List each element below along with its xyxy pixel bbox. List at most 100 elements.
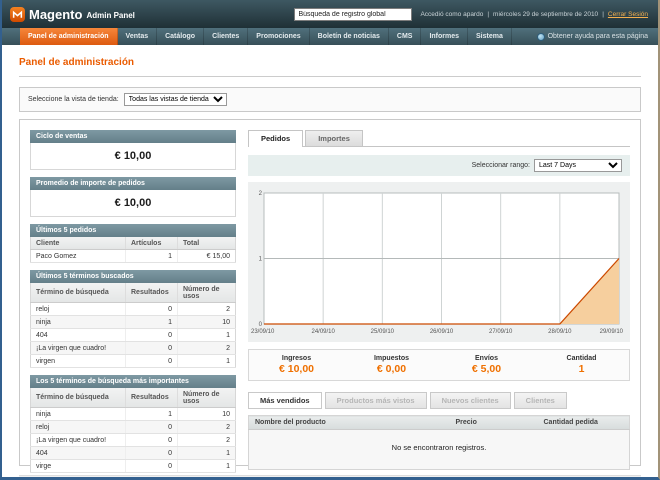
table-cell: 0 bbox=[125, 302, 178, 316]
page-title: Panel de administración bbox=[19, 57, 135, 68]
svg-text:29/09/10: 29/09/10 bbox=[600, 329, 624, 335]
svg-text:28/09/10: 28/09/10 bbox=[548, 329, 572, 335]
range-select[interactable]: Last 7 Days bbox=[534, 159, 622, 172]
table-cell: 404 bbox=[30, 328, 126, 342]
total-revenue: Ingresos € 10,00 bbox=[278, 355, 315, 375]
column-header: Cantidad pedida bbox=[537, 415, 630, 430]
table-row[interactable]: virge 0 1 bbox=[30, 459, 236, 473]
current-date: miércoles 29 de septiembre de 2010 bbox=[493, 10, 599, 18]
nav-item-dashboard[interactable]: Panel de administración bbox=[20, 28, 118, 45]
table-cell: ninja bbox=[30, 315, 126, 329]
last-search-terms-widget: Últimos 5 términos buscados Término de b… bbox=[30, 270, 236, 368]
column-header: Resultados bbox=[125, 283, 178, 303]
average-orders-value: € 10,00 bbox=[30, 190, 236, 217]
magento-logo: Magento Admin Panel bbox=[10, 6, 135, 22]
total-quantity: Cantidad 1 bbox=[566, 355, 597, 375]
column-header: Número de usos bbox=[177, 283, 236, 303]
table-row[interactable]: reloj 0 2 bbox=[30, 420, 236, 434]
table-cell: 0 bbox=[125, 459, 178, 473]
store-view-select[interactable]: Todas las vistas de tienda bbox=[123, 93, 227, 106]
table-cell: 1 bbox=[177, 328, 236, 342]
table-cell: reloj bbox=[30, 302, 126, 316]
tab-most-viewed[interactable]: Productos más vistos bbox=[324, 392, 427, 409]
table-cell: 2 bbox=[177, 433, 236, 447]
table-row[interactable]: ¡La virgen que cuadro! 0 2 bbox=[30, 433, 236, 447]
table-cell: ninja bbox=[30, 407, 126, 421]
nav-item-sales[interactable]: Ventas bbox=[118, 28, 158, 45]
svg-text:2: 2 bbox=[259, 191, 263, 197]
logout-link[interactable]: Cerrar Sesión bbox=[607, 10, 648, 18]
column-header: Término de búsqueda bbox=[30, 283, 126, 303]
tab-bestsellers[interactable]: Más vendidos bbox=[248, 392, 322, 409]
table-row[interactable]: Paco Gomez 1 € 15,00 bbox=[30, 249, 236, 263]
nav-item-promotions[interactable]: Promociones bbox=[248, 28, 310, 45]
table-row[interactable]: ¡La virgen que cuadro! 0 2 bbox=[30, 341, 236, 355]
svg-text:1: 1 bbox=[259, 257, 263, 263]
brand-name: Magento bbox=[29, 6, 83, 22]
dashboard-panel: Ciclo de ventas € 10,00 Promedio de impo… bbox=[19, 119, 641, 473]
totals-bar: Ingresos € 10,00 Impuestos € 0,00 Envíos… bbox=[248, 349, 630, 381]
separator: | bbox=[487, 10, 490, 18]
table-cell: 404 bbox=[30, 446, 126, 460]
lifetime-sales-value: € 10,00 bbox=[30, 143, 236, 170]
nav-item-reports[interactable]: Informes bbox=[421, 28, 469, 45]
table-row[interactable]: 404 0 1 bbox=[30, 446, 236, 460]
range-label: Seleccionar rango: bbox=[471, 162, 530, 169]
magento-logo-icon bbox=[10, 6, 25, 22]
table-cell: ¡La virgen que cuadro! bbox=[30, 433, 126, 447]
top-search-terms-widget: Los 5 términos de búsqueda más important… bbox=[30, 375, 236, 473]
grid-tabs: Más vendidos Productos más vistos Nuevos… bbox=[248, 392, 630, 409]
store-view-label: Seleccione la vista de tienda: bbox=[28, 96, 119, 103]
last-orders-table: Cliente Artículos Total Paco Gomez 1 € 15,… bbox=[30, 237, 236, 263]
table-cell: 0 bbox=[125, 341, 178, 355]
global-search-input[interactable] bbox=[294, 7, 413, 21]
nav-item-customers[interactable]: Clientes bbox=[204, 28, 249, 45]
svg-text:23/09/10: 23/09/10 bbox=[251, 329, 275, 335]
nav-item-system[interactable]: Sistema bbox=[468, 28, 512, 45]
tab-customers[interactable]: Clientes bbox=[513, 392, 567, 409]
table-cell: 2 bbox=[177, 302, 236, 316]
table-cell: ¡La virgen que cuadro! bbox=[30, 341, 126, 355]
total-shipping: Envíos € 5,00 bbox=[471, 355, 502, 375]
table-cell: 0 bbox=[125, 354, 178, 368]
page-footer bbox=[19, 475, 641, 477]
table-cell: reloj bbox=[30, 420, 126, 434]
tab-orders[interactable]: Pedidos bbox=[248, 130, 304, 147]
tab-new-customers[interactable]: Nuevos clientes bbox=[429, 392, 511, 409]
table-cell: 1 bbox=[177, 459, 236, 473]
tab-amounts[interactable]: Importes bbox=[305, 130, 363, 146]
average-orders-widget: Promedio de importe de pedidos € 10,00 bbox=[30, 177, 236, 217]
orders-tab-panel: Seleccionar rango: Last 7 Days 0 1 2 23/09/… bbox=[248, 146, 630, 470]
column-header: Precio bbox=[449, 415, 538, 430]
table-cell: 2 bbox=[177, 420, 236, 434]
nav-item-catalog[interactable]: Catálogo bbox=[157, 28, 205, 45]
table-cell: 1 bbox=[177, 446, 236, 460]
table-cell: 2 bbox=[177, 341, 236, 355]
column-header: Cliente bbox=[30, 237, 126, 250]
help-link[interactable]: Obtener ayuda para esta página bbox=[527, 28, 658, 45]
help-label: Obtener ayuda para esta página bbox=[547, 33, 648, 40]
svg-text:0: 0 bbox=[259, 322, 263, 328]
nav-item-newsletter[interactable]: Boletín de noticias bbox=[310, 28, 389, 45]
table-row[interactable]: virgen 0 1 bbox=[30, 354, 236, 368]
dashboard-main: Pedidos Importes Seleccionar rango: Last… bbox=[248, 130, 630, 470]
table-row[interactable]: ninja 1 10 bbox=[30, 315, 236, 329]
svg-text:25/09/10: 25/09/10 bbox=[371, 329, 395, 335]
separator: | bbox=[602, 10, 604, 18]
nav-item-cms[interactable]: CMS bbox=[389, 28, 422, 45]
svg-text:24/09/10: 24/09/10 bbox=[311, 329, 335, 335]
table-cell: 0 bbox=[125, 446, 178, 460]
table-row[interactable]: 404 0 1 bbox=[30, 328, 236, 342]
widget-title: Últimos 5 pedidos bbox=[30, 224, 236, 237]
column-header: Término de búsqueda bbox=[30, 388, 126, 408]
table-row[interactable]: ninja 1 10 bbox=[30, 407, 236, 421]
table-row[interactable]: reloj 0 2 bbox=[30, 302, 236, 316]
session-info: Accedió como apardo | miércoles 29 de se… bbox=[420, 11, 650, 18]
last-orders-widget: Últimos 5 pedidos Cliente Artículos Tota… bbox=[30, 224, 236, 263]
table-cell: 10 bbox=[177, 315, 236, 329]
brand-subtitle: Admin Panel bbox=[86, 11, 135, 20]
table-cell: 10 bbox=[177, 407, 236, 421]
last-search-terms-table: Término de búsqueda Resultados Número de… bbox=[30, 283, 236, 368]
top-search-terms-table: Término de búsqueda Resultados Número de… bbox=[30, 388, 236, 473]
